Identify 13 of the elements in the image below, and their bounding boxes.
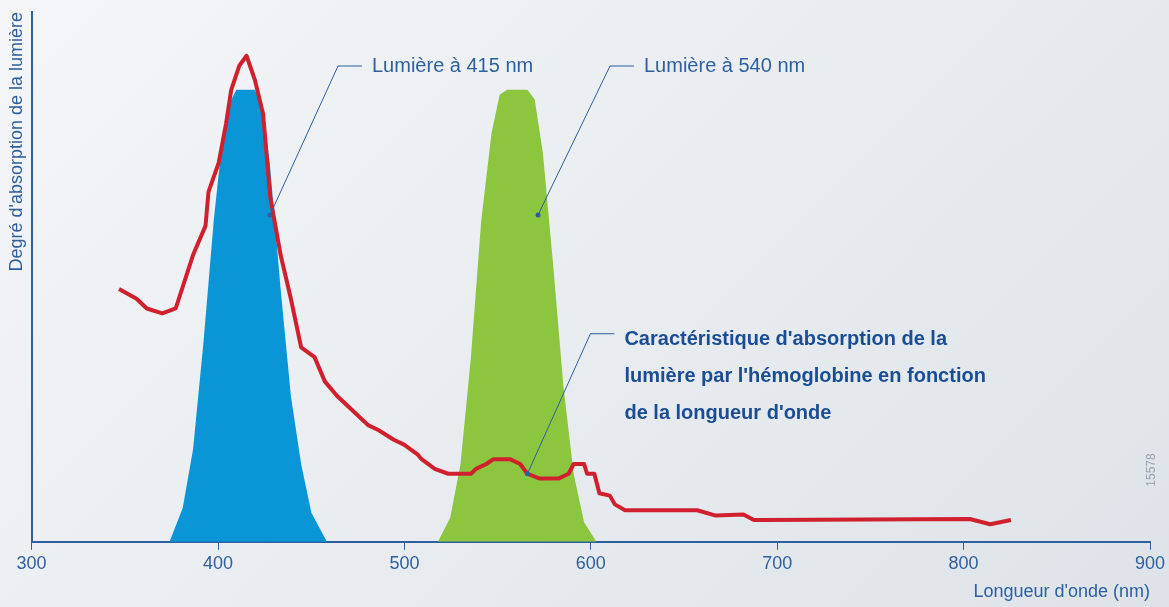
x-tick-label: 700 [762,552,793,573]
annotation: 15578 [1144,452,1159,487]
annotation: Lumière à 540 nm [644,53,806,76]
x-tick-label: 500 [389,552,420,573]
y-axis-title: Degré d'absorption de la lumière [5,12,26,272]
x-tick-label: 900 [1134,552,1166,573]
x-tick-label: 600 [575,552,606,573]
annotation: Caractéristique d'absorption de la lumière par l'hémoglobine en fonction de la longueur d'onde [624,327,986,424]
x-tick-label: 800 [948,552,979,573]
annotation: Lumière à 415 nm [372,53,534,76]
x-tick-label: 400 [202,552,234,573]
x-axis-title: Longueur d'onde (nm) [973,581,1150,602]
x-tick-label: 300 [16,552,47,573]
